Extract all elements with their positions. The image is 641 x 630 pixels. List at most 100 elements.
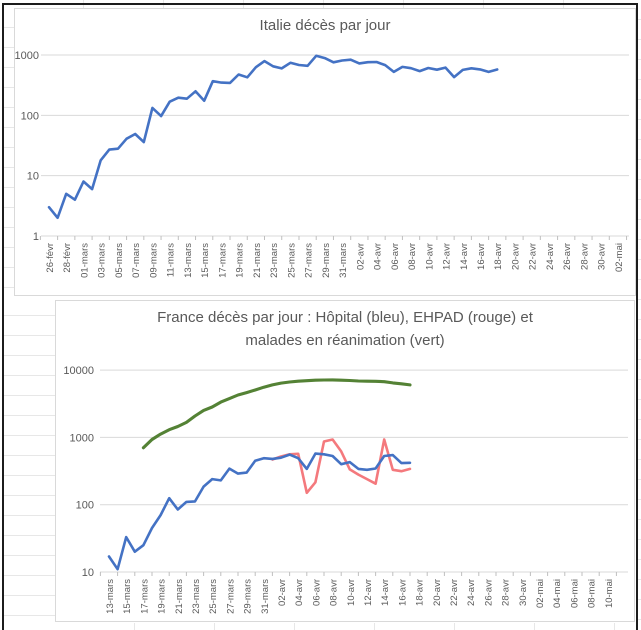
svg-text:21-mars: 21-mars	[252, 243, 263, 278]
window-border-right	[636, 3, 638, 630]
france-chart-title: France décès par jour : Hôpital (bleu), …	[56, 306, 634, 352]
svg-text:10: 10	[82, 567, 94, 579]
svg-text:21-mars: 21-mars	[174, 579, 185, 614]
svg-text:07-mars: 07-mars	[131, 243, 142, 278]
svg-text:100: 100	[76, 500, 94, 512]
svg-text:22-avr: 22-avr	[528, 243, 539, 270]
svg-text:08-avr: 08-avr	[329, 579, 340, 606]
y-axis-labels: 1 10 100 1000	[15, 50, 39, 243]
svg-text:29-mars: 29-mars	[243, 579, 254, 614]
svg-text:31-mars: 31-mars	[338, 243, 349, 278]
svg-text:1: 1	[33, 231, 39, 243]
svg-text:16-avr: 16-avr	[476, 243, 487, 270]
france-chart-title-line2: malades en réanimation (vert)	[245, 332, 445, 349]
svg-text:15-mars: 15-mars	[122, 579, 133, 614]
svg-text:13-mars: 13-mars	[183, 243, 194, 278]
window-border-left	[2, 3, 4, 630]
svg-text:02-mai: 02-mai	[614, 243, 625, 272]
svg-text:14-avr: 14-avr	[380, 579, 391, 606]
svg-text:30-avr: 30-avr	[597, 243, 608, 270]
svg-text:27-mars: 27-mars	[225, 579, 236, 614]
svg-text:12-avr: 12-avr	[363, 579, 374, 606]
svg-text:04-avr: 04-avr	[294, 579, 305, 606]
series-line-2[interactable]	[141, 378, 412, 450]
svg-text:28-avr: 28-avr	[501, 579, 512, 606]
svg-text:24-avr: 24-avr	[545, 243, 556, 270]
svg-text:02-avr: 02-avr	[355, 243, 366, 270]
svg-text:03-mars: 03-mars	[97, 243, 108, 278]
window-border-top	[2, 3, 638, 5]
svg-text:25-mars: 25-mars	[208, 579, 219, 614]
svg-text:1000: 1000	[15, 50, 39, 62]
svg-text:10000: 10000	[63, 365, 94, 377]
spreadsheet-grid-left-upper	[4, 8, 14, 296]
x-axis-labels: 13-mars 15-mars 17-mars 19-mars 21-mars 23-ma…	[105, 579, 615, 614]
svg-text:06-mai: 06-mai	[569, 579, 580, 608]
svg-text:11-mars: 11-mars	[166, 243, 177, 277]
svg-text:06-avr: 06-avr	[311, 579, 322, 606]
france-plot-area: 10 100 1000 10000 13-mars 15-mars 17-mars 19-ma…	[63, 365, 628, 614]
svg-text:14-avr: 14-avr	[459, 243, 470, 270]
france-chart-title-line1: France décès par jour : Hôpital (bleu), …	[157, 309, 533, 326]
svg-text:19-mars: 19-mars	[235, 243, 246, 278]
svg-text:27-mars: 27-mars	[304, 243, 315, 278]
svg-text:23-mars: 23-mars	[191, 579, 202, 614]
svg-text:100: 100	[21, 110, 39, 122]
svg-text:06-avr: 06-avr	[390, 243, 401, 270]
spreadsheet-grid-left-lower	[4, 296, 55, 630]
svg-text:08-mai: 08-mai	[587, 579, 598, 608]
x-axis-ticks	[99, 572, 617, 576]
svg-text:17-mars: 17-mars	[217, 243, 228, 278]
svg-text:01-mars: 01-mars	[79, 243, 90, 278]
y-gridlines	[100, 369, 628, 573]
svg-text:24-avr: 24-avr	[466, 579, 477, 606]
svg-text:26-avr: 26-avr	[562, 243, 573, 270]
svg-text:05-mars: 05-mars	[114, 243, 125, 278]
svg-text:10-mai: 10-mai	[604, 579, 615, 608]
italy-deaths-chart[interactable]: Italie décès par jour 1 10 100 1000 26-févr 2…	[14, 8, 636, 296]
svg-text:26-avr: 26-avr	[483, 579, 494, 606]
svg-text:23-mars: 23-mars	[269, 243, 280, 278]
svg-text:15-mars: 15-mars	[200, 243, 211, 278]
series-line-1[interactable]	[271, 438, 412, 495]
italy-chart-title: Italie décès par jour	[259, 17, 391, 34]
svg-text:18-avr: 18-avr	[493, 243, 504, 270]
svg-text:1000: 1000	[70, 432, 94, 444]
svg-text:31-mars: 31-mars	[260, 579, 271, 614]
svg-text:19-mars: 19-mars	[157, 579, 168, 614]
x-axis-labels: 26-févr 28-févr 01-mars 03-mars 05-mars 07-ma…	[45, 243, 625, 278]
series-line-0[interactable]	[107, 452, 412, 571]
svg-text:20-avr: 20-avr	[432, 579, 443, 606]
svg-text:29-mars: 29-mars	[321, 243, 332, 278]
france-deaths-chart[interactable]: France décès par jour : Hôpital (bleu), …	[55, 300, 635, 622]
svg-text:18-avr: 18-avr	[415, 579, 426, 606]
svg-text:17-mars: 17-mars	[139, 579, 150, 614]
svg-text:16-avr: 16-avr	[397, 579, 408, 606]
svg-text:12-avr: 12-avr	[442, 243, 453, 270]
svg-text:04-avr: 04-avr	[373, 243, 384, 270]
svg-text:04-mai: 04-mai	[552, 579, 563, 608]
svg-text:26-févr: 26-févr	[45, 243, 56, 273]
svg-text:10-avr: 10-avr	[346, 579, 357, 606]
x-axis-ticks	[39, 236, 628, 240]
svg-text:30-avr: 30-avr	[518, 579, 529, 606]
y-gridlines	[41, 54, 629, 237]
svg-text:09-mars: 09-mars	[148, 243, 159, 278]
svg-text:08-avr: 08-avr	[407, 243, 418, 270]
y-axis-labels: 10 100 1000 10000	[63, 365, 94, 579]
svg-text:10: 10	[27, 171, 39, 183]
spreadsheet-grid-bottom	[55, 623, 636, 630]
svg-text:28-avr: 28-avr	[579, 243, 590, 270]
svg-text:25-mars: 25-mars	[286, 243, 297, 278]
spreadsheet-grid-right	[638, 0, 641, 630]
svg-text:13-mars: 13-mars	[105, 579, 116, 614]
svg-text:28-févr: 28-févr	[62, 243, 73, 273]
italy-plot-area: 1 10 100 1000 26-févr 28-févr 01-mars 03-mars 05…	[15, 50, 629, 278]
svg-text:22-avr: 22-avr	[449, 579, 460, 606]
svg-text:02-mai: 02-mai	[535, 579, 546, 608]
svg-text:02-avr: 02-avr	[277, 579, 288, 606]
series-line-0[interactable]	[47, 54, 499, 220]
svg-text:10-avr: 10-avr	[424, 243, 435, 270]
svg-text:20-avr: 20-avr	[510, 243, 521, 270]
